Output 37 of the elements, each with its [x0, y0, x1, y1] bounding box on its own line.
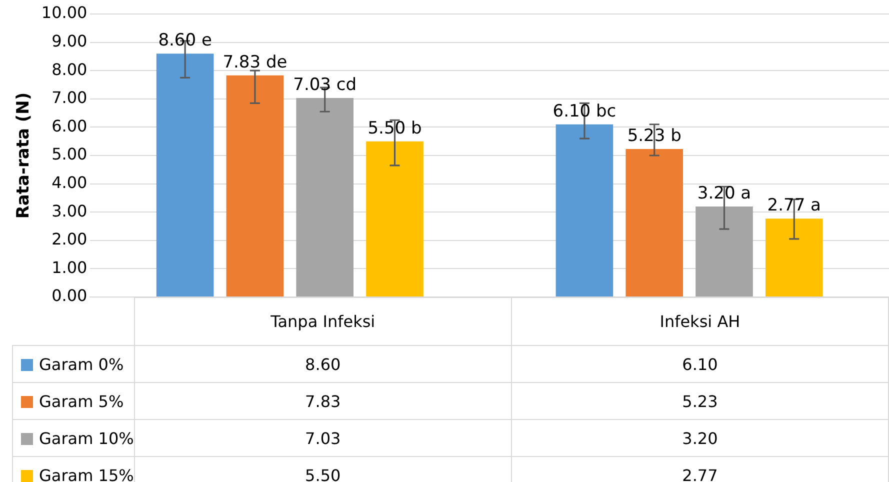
y-tick-label: 5.00 [52, 144, 88, 164]
y-tick-label: 6.00 [52, 116, 88, 136]
annotation: 7.83 de [222, 52, 288, 72]
data-label: 5.50 [134, 456, 512, 482]
y-axis-title: Rata-rata (N) [14, 92, 34, 219]
y-tick-label: 4.00 [52, 172, 88, 192]
data-label: 3.20 [511, 420, 888, 456]
data-label: 8.60 [134, 346, 512, 382]
bar [696, 206, 753, 296]
x-tick-label: Tanpa Infeksi [134, 298, 512, 346]
annotation: 7.03 cd [293, 74, 357, 95]
y-tick-label: 3.00 [52, 201, 88, 220]
data-label: 7.83 [134, 382, 512, 420]
data-label: 2.77 [511, 456, 888, 482]
data-label: 6.10 [511, 346, 888, 382]
y-tick-label: 7.00 [52, 88, 88, 108]
data-label: 7.03 [134, 420, 512, 456]
legend-label: Garam 5% [12, 382, 134, 420]
bar [765, 218, 823, 296]
bar [556, 124, 614, 296]
legend-label: Garam 0% [12, 346, 134, 382]
y-tick-label: 8.00 [52, 60, 88, 79]
bar [156, 54, 214, 296]
y-tick-label: 0.00 [52, 286, 88, 306]
data-label: 5.23 [511, 382, 888, 420]
y-tick-label: 1.00 [52, 258, 88, 277]
y-tick-label: 10.00 [41, 3, 88, 22]
legend-label: Garam 15% [12, 456, 134, 482]
bar [366, 141, 424, 296]
bar [226, 75, 284, 296]
y-tick-label: 2.00 [52, 230, 88, 249]
y-tick-label: 9.00 [52, 31, 88, 50]
legend-label: Garam 10% [12, 420, 134, 456]
annotation: 8.60 e [158, 30, 212, 51]
x-tick-label: Infeksi AH [511, 298, 888, 346]
bar [296, 98, 354, 296]
bar [626, 148, 684, 296]
